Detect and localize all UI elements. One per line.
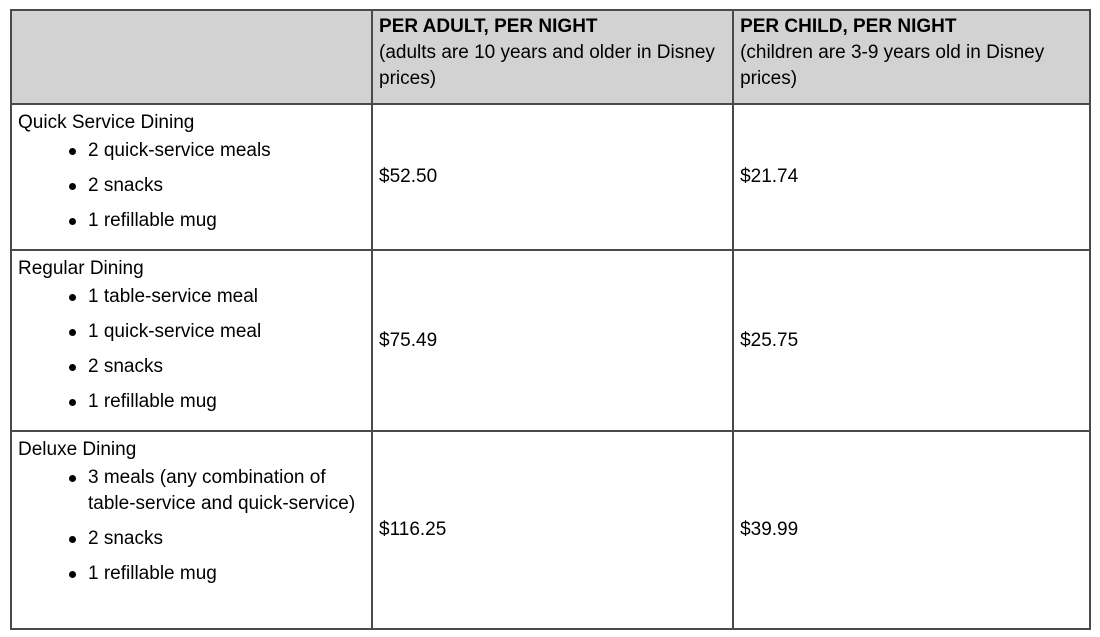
list-item: 1 quick-service meal — [68, 319, 365, 345]
plan-name: Quick Service Dining — [18, 112, 195, 133]
list-item: 2 snacks — [68, 526, 365, 552]
list-item: 2 snacks — [68, 354, 365, 380]
header-child-cell: PER CHILD, PER NIGHT (children are 3-9 y… — [732, 9, 1091, 105]
plan-name: Regular Dining — [18, 258, 144, 279]
plan-cell: Quick Service Dining 2 quick-service mea… — [9, 103, 374, 251]
list-item: 1 refillable mug — [68, 561, 365, 587]
adult-price: $52.50 — [371, 103, 735, 251]
list-item: 1 table-service meal — [68, 284, 365, 310]
list-item: 1 refillable mug — [68, 208, 365, 234]
adult-price: $116.25 — [371, 430, 735, 630]
plan-items-list: 2 quick-service meals 2 snacks 1 refilla… — [18, 138, 365, 234]
table-header-row: PER ADULT, PER NIGHT (adults are 10 year… — [9, 9, 1091, 105]
plan-items-list: 1 table-service meal 1 quick-service mea… — [18, 284, 365, 415]
table-row: Regular Dining 1 table-service meal 1 qu… — [9, 249, 1091, 432]
table-row: Quick Service Dining 2 quick-service mea… — [9, 103, 1091, 251]
list-item: 2 snacks — [68, 173, 365, 199]
adult-header-note: (adults are 10 years and older in Disney… — [379, 42, 715, 89]
child-price: $39.99 — [732, 430, 1091, 630]
header-adult-cell: PER ADULT, PER NIGHT (adults are 10 year… — [371, 9, 735, 105]
header-plan-cell — [9, 9, 374, 105]
plan-items-list: 3 meals (any combination of table-servic… — [18, 465, 365, 587]
plan-name: Deluxe Dining — [18, 439, 137, 460]
child-header-note: (children are 3-9 years old in Disney pr… — [740, 42, 1045, 89]
list-item: 2 quick-service meals — [68, 138, 365, 164]
plan-cell: Deluxe Dining 3 meals (any combination o… — [9, 430, 374, 630]
child-price: $25.75 — [732, 249, 1091, 432]
child-price: $21.74 — [732, 103, 1091, 251]
child-header-title: PER CHILD, PER NIGHT — [740, 16, 957, 37]
list-item: 1 refillable mug — [68, 389, 365, 415]
adult-header-title: PER ADULT, PER NIGHT — [379, 16, 598, 37]
adult-price: $75.49 — [371, 249, 735, 432]
list-item: 3 meals (any combination of table-servic… — [68, 465, 365, 517]
dining-plan-pricing-table: PER ADULT, PER NIGHT (adults are 10 year… — [9, 9, 1091, 630]
plan-cell: Regular Dining 1 table-service meal 1 qu… — [9, 249, 374, 432]
table-row: Deluxe Dining 3 meals (any combination o… — [9, 430, 1091, 630]
